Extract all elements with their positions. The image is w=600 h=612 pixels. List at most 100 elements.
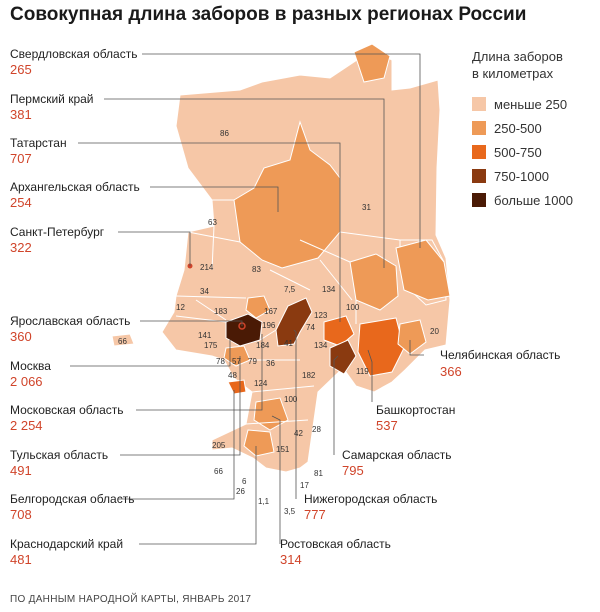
internal-borders [175,199,401,425]
region-bashkortostan [357,317,405,377]
callout-value-krasnodar: 481 [10,552,32,567]
map-number: 41 [284,339,293,348]
map-number: 183 [214,307,228,316]
legend-title-line1: Длина заборов [472,49,563,64]
callout-label-perm: Пермский край [10,92,94,106]
map-number: 66 [118,337,127,346]
map-number: 134 [322,285,336,294]
map-number: 151 [276,445,290,454]
map-number: 57 [232,357,241,366]
map-number: 182 [302,371,316,380]
callout-label-moscow-oblast: Московская область [10,403,124,417]
region-perm [395,239,451,301]
region-kaliningrad [111,333,135,347]
map-number: 167 [264,307,278,316]
callout-value-tula: 491 [10,463,32,478]
legend-swatch [472,169,486,183]
map-number: 34 [200,287,209,296]
legend-item: 500-750 [472,145,542,161]
map-number: 175 [204,341,218,350]
callout-label-samara: Самарская область [342,448,452,462]
region-chelyabinsk [397,319,427,355]
map-number: 31 [362,203,371,212]
map-number: 134 [314,341,328,350]
map-number: 81 [314,469,323,478]
region-samara [329,339,357,375]
region-belgorod [227,379,247,395]
source-note: ПО ДАННЫМ НАРОДНОЙ КАРТЫ, ЯНВАРЬ 2017 [10,594,252,605]
map-number: 100 [284,395,298,404]
callout-value-samara: 795 [342,463,364,478]
legend-label: больше 1000 [494,193,573,208]
legend-label: 750-1000 [494,169,549,184]
legend-swatch [472,193,486,207]
region-north-island [353,43,391,83]
callout-label-spb: Санкт-Петербург [10,225,105,239]
callout-value-perm: 381 [10,107,32,122]
map-number: 184 [256,341,270,350]
callout-label-moscow: Москва [10,359,51,373]
map-number: 6 [242,477,247,486]
map-number: 79 [248,357,257,366]
callout-value-spb: 322 [10,240,32,255]
callout-label-chelyabinsk: Челябинская область [440,348,561,362]
callout-label-arkhangelsk: Архангельская область [10,180,140,194]
callout-label-nizhny: Нижегородская область [304,492,438,506]
legend-item: меньше 250 [472,97,567,113]
callout-label-krasnodar: Краснодарский край [10,537,124,551]
legend-label: 250-500 [494,121,542,136]
region-tula [223,345,251,367]
legend-item: 750-1000 [472,169,549,185]
callout-value-yaroslavl: 360 [10,329,32,344]
map-number: 36 [266,359,275,368]
legend-item: больше 1000 [472,193,573,209]
map-number: 26 [236,487,245,496]
callout-label-belgorod: Белгородская область [10,492,135,506]
map-number: 196 [262,321,276,330]
map-number: 48 [228,371,237,380]
callout-value-rostov: 314 [280,552,302,567]
legend-item: 250-500 [472,121,542,137]
map-number: 86 [220,129,229,138]
map-number: 63 [208,218,217,227]
map-number: 3,5 [284,507,296,516]
callout-label-tula: Тульская область [10,448,109,462]
legend-swatch [472,97,486,111]
map-number: 83 [252,265,261,274]
map-number: 66 [214,467,223,476]
region-arkhangelsk [233,120,341,269]
callout-value-belgorod: 708 [10,507,32,522]
callout-value-arkhangelsk: 254 [10,195,32,210]
callout-label-bashkortostan: Башкортостан [376,403,456,417]
leader-lines [70,53,424,545]
map-number: 214 [200,263,214,272]
map-number: 205 [212,441,226,450]
callout-value-moscow-oblast: 2 254 [10,418,43,433]
callout-value-bashkortostan: 537 [376,418,398,433]
region-krasnodar [243,429,275,457]
map-number: 28 [312,425,321,434]
map-number: 20 [430,327,439,336]
map-number: 100 [346,303,360,312]
callout-label-rostov: Ростовская область [280,537,391,551]
map-number: 7,5 [284,285,296,294]
callout-value-sverdlovsk: 265 [10,62,32,77]
legend-label: 500-750 [494,145,542,160]
callout-label-tatarstan: Татарстан [10,136,67,150]
map-number: 17 [300,481,309,490]
map-number: 1,1 [258,497,270,506]
map-number: 12 [176,303,185,312]
callout-value-chelyabinsk: 366 [440,364,462,379]
legend-title: Длина заборов в километрах [472,48,563,82]
callout-value-nizhny: 777 [304,507,326,522]
map-number: 78 [216,357,225,366]
callout-label-sverdlovsk: Свердловская область [10,47,138,61]
legend-swatch [472,145,486,159]
callout-label-yaroslavl: Ярославская область [10,314,131,328]
callout-value-moscow: 2 066 [10,374,43,389]
region-nizhny [275,297,313,347]
map-number: 119 [356,367,369,376]
map-number: 123 [314,311,328,320]
page-title: Совокупная длина заборов в разных регион… [10,4,527,25]
